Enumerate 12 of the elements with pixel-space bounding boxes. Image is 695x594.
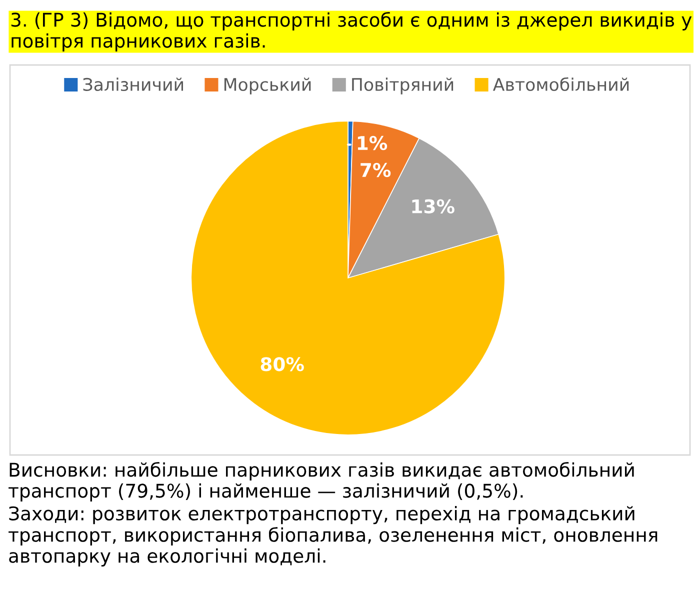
chart-title: 3. (ГР 3) Відомо, що транспортні засоби є одним із джерел викидів у повітря парникових газів. <box>11 12 692 52</box>
pie-slice <box>190 120 506 436</box>
legend-label: Залізничий <box>83 78 183 92</box>
data-label: 13% <box>412 199 454 214</box>
data-label: 80% <box>260 357 304 372</box>
data-label: 7% <box>360 162 391 178</box>
legend-label: Автомобільний <box>492 77 629 92</box>
text: Висновки: найбільше парникових газів викидає автомобільний транспорт (79,5%) і найменше — залізничий (0,5%). <box>8 462 634 502</box>
text: Заходи: розвиток електротранспорту, перехід на громадський транспорт, використання біопалива, озеленення міст, оновлення автопарку на екологічні моделі. <box>8 506 658 567</box>
data-label: 1% <box>358 136 388 150</box>
legend-label: Морський <box>224 78 311 94</box>
legend-label: Повітряний <box>352 78 454 94</box>
